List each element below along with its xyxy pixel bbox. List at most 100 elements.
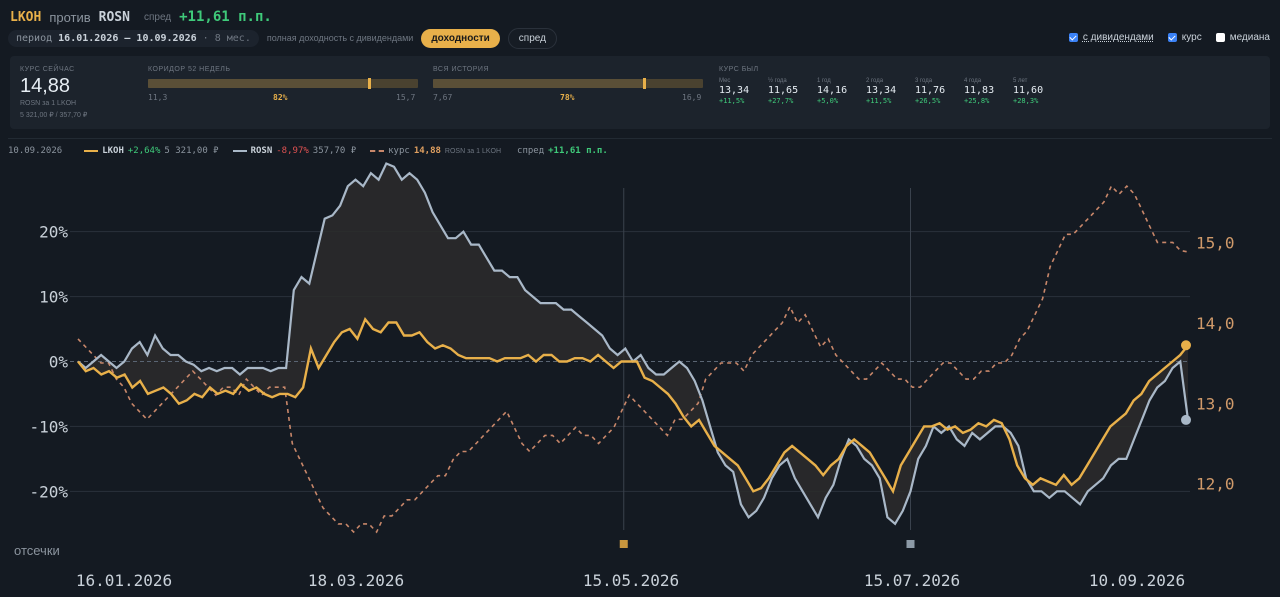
was-item: ½ года 11,65 +27,7%: [768, 78, 816, 105]
legend-date: 10.09.2026: [8, 146, 63, 156]
y-right-tick-label: 12,0: [1196, 475, 1235, 494]
was-change: +25,8%: [964, 97, 990, 105]
was-change: +27,7%: [768, 97, 794, 105]
checkbox-unchecked-icon[interactable]: [1215, 33, 1225, 42]
ticker-a[interactable]: LKOH: [10, 9, 42, 25]
options: с дивидендами курс медиана: [1068, 32, 1270, 43]
spread-value: +11,61 п.п.: [179, 9, 272, 25]
checkbox-checked-icon[interactable]: [1068, 33, 1078, 42]
y-left-tick-label: -10%: [29, 417, 68, 436]
y-left-tick-label: -20%: [29, 482, 68, 501]
was-value: 11,65: [768, 85, 799, 96]
legend-item-lkoh[interactable]: LKOH +2,64% 5 321,00 ₽: [84, 146, 219, 156]
stats-panel: КУРС СЕЙЧАС 14,88 ROSN за 1 LKOH 5 321,0…: [10, 56, 1270, 129]
current-prices: 5 321,00 ₽ / 357,70 ₽: [20, 112, 88, 119]
divider: [8, 138, 1272, 139]
was-period: 1 год: [817, 78, 831, 84]
was-period: Мес: [719, 78, 731, 84]
returns-button[interactable]: доходности: [421, 28, 500, 48]
legend-ratio-value: 14,88: [413, 146, 441, 156]
corridor-fill: [148, 79, 370, 88]
was-period: 5 лет: [1013, 78, 1028, 84]
cutoff-marker: [906, 540, 915, 548]
y-right-tick-label: 13,0: [1196, 394, 1235, 413]
cutoffs-label: отсечки: [14, 543, 60, 558]
history-pct: 78%: [560, 93, 575, 102]
header: LKOH против ROSN спред +11,61 п.п.: [10, 6, 1270, 28]
was-period: 4 года: [964, 78, 982, 84]
legend-lkoh-price: 5 321,00 ₽: [164, 146, 219, 156]
median-label: медиана: [1229, 32, 1270, 43]
was-change: +26,5%: [915, 97, 941, 105]
period-label: период: [16, 32, 53, 44]
return-caption: полная доходность с дивидендами: [266, 33, 414, 43]
was-period: ½ года: [768, 78, 787, 84]
controls-row: период 16.01.2026 — 10.09.2026 · 8 мес. …: [8, 27, 1270, 49]
ticker-b[interactable]: ROSN: [98, 9, 130, 25]
was-value: 11,83: [964, 85, 995, 96]
corridor-bar: [148, 79, 418, 88]
was-value: 11,76: [915, 85, 946, 96]
checkbox-checked-icon[interactable]: [1167, 33, 1177, 42]
end-points: [1181, 340, 1191, 425]
legend-item-rosn[interactable]: ROSN -8,97% 357,70 ₽: [232, 146, 357, 156]
y-right-tick-label: 14,0: [1196, 314, 1235, 333]
was-item: 5 лет 11,60 +28,3%: [1013, 78, 1061, 105]
was-item: 1 год 14,16 +5,0%: [817, 78, 865, 105]
was-value: 11,60: [1013, 85, 1044, 96]
y-left-tick-label: 0%: [49, 352, 69, 371]
legend-spread-value: +11,61 п.п.: [548, 146, 608, 156]
ratio-series-line: [77, 184, 1189, 534]
current-value: 14,88: [20, 75, 71, 97]
history-bar: [433, 79, 703, 88]
was-period: 3 года: [915, 78, 933, 84]
was-value: 13,34: [719, 85, 750, 96]
corridor-max: 15,7: [396, 93, 416, 102]
x-tick-label: 18.03.2026: [308, 571, 404, 590]
legend-spread-label: спред: [517, 146, 545, 156]
was-item: Мес 13,34 +11,5%: [719, 78, 767, 105]
ratio-label: курс: [1181, 32, 1202, 43]
spread-button[interactable]: спред: [507, 27, 557, 49]
was-label: КУРС БЫЛ: [719, 66, 759, 73]
was-change: +5,0%: [817, 97, 839, 105]
was-change: +11,5%: [719, 97, 745, 105]
ratio-swatch: [370, 150, 385, 152]
corridor-min: 11,3: [148, 93, 168, 102]
legend: 10.09.2026 LKOH +2,64% 5 321,00 ₽ ROSN -…: [8, 143, 608, 159]
period-value: 16.01.2026 — 10.09.2026: [58, 32, 197, 44]
x-tick-label: 10.09.2026: [1089, 571, 1185, 590]
lkoh-swatch: [84, 150, 99, 152]
period-selector[interactable]: период 16.01.2026 — 10.09.2026 · 8 мес.: [8, 29, 259, 47]
was-item: 2 года 13,34 +11,5%: [866, 78, 914, 105]
chart[interactable]: 20% 10% 0% -10% -20% 15,0 14,0 13,0 12,0 16.01.20…: [0, 160, 1280, 597]
history-label: ВСЯ ИСТОРИЯ: [433, 66, 490, 73]
median-checkbox[interactable]: медиана: [1215, 32, 1270, 43]
legend-lkoh-change: +2,64%: [127, 146, 161, 156]
spread-area: [78, 163, 1188, 524]
history-min: 7,67: [433, 93, 453, 102]
was-change: +28,3%: [1013, 97, 1039, 105]
cutoff-lines: [619, 188, 915, 548]
x-tick-label: 16.01.2026: [76, 571, 172, 590]
was-value: 13,34: [866, 85, 897, 96]
legend-rosn-name: ROSN: [250, 146, 273, 156]
was-value: 14,16: [817, 85, 848, 96]
ratio-checkbox[interactable]: курс: [1167, 32, 1202, 43]
legend-rosn-change: -8,97%: [276, 146, 309, 156]
legend-lkoh-name: LKOH: [102, 146, 124, 156]
legend-rosn-price: 357,70 ₽: [312, 146, 357, 156]
dividends-checkbox[interactable]: с дивидендами: [1068, 32, 1154, 43]
y-left-tick-label: 10%: [39, 288, 68, 307]
history-fill: [433, 79, 644, 88]
history-max: 16,9: [682, 93, 702, 102]
period-duration: · 8 мес.: [202, 32, 251, 44]
corridor-pct: 82%: [273, 93, 288, 102]
legend-item-ratio[interactable]: курс 14,88 ROSN за 1 LKOH: [370, 146, 501, 156]
rosn-swatch: [232, 150, 247, 152]
was-period: 2 года: [866, 78, 884, 84]
x-tick-label: 15.05.2026: [583, 571, 679, 590]
y-left-tick-label: 20%: [39, 223, 68, 242]
legend-ratio-caption: ROSN за 1 LKOH: [444, 147, 502, 155]
corridor-marker: [368, 78, 372, 89]
